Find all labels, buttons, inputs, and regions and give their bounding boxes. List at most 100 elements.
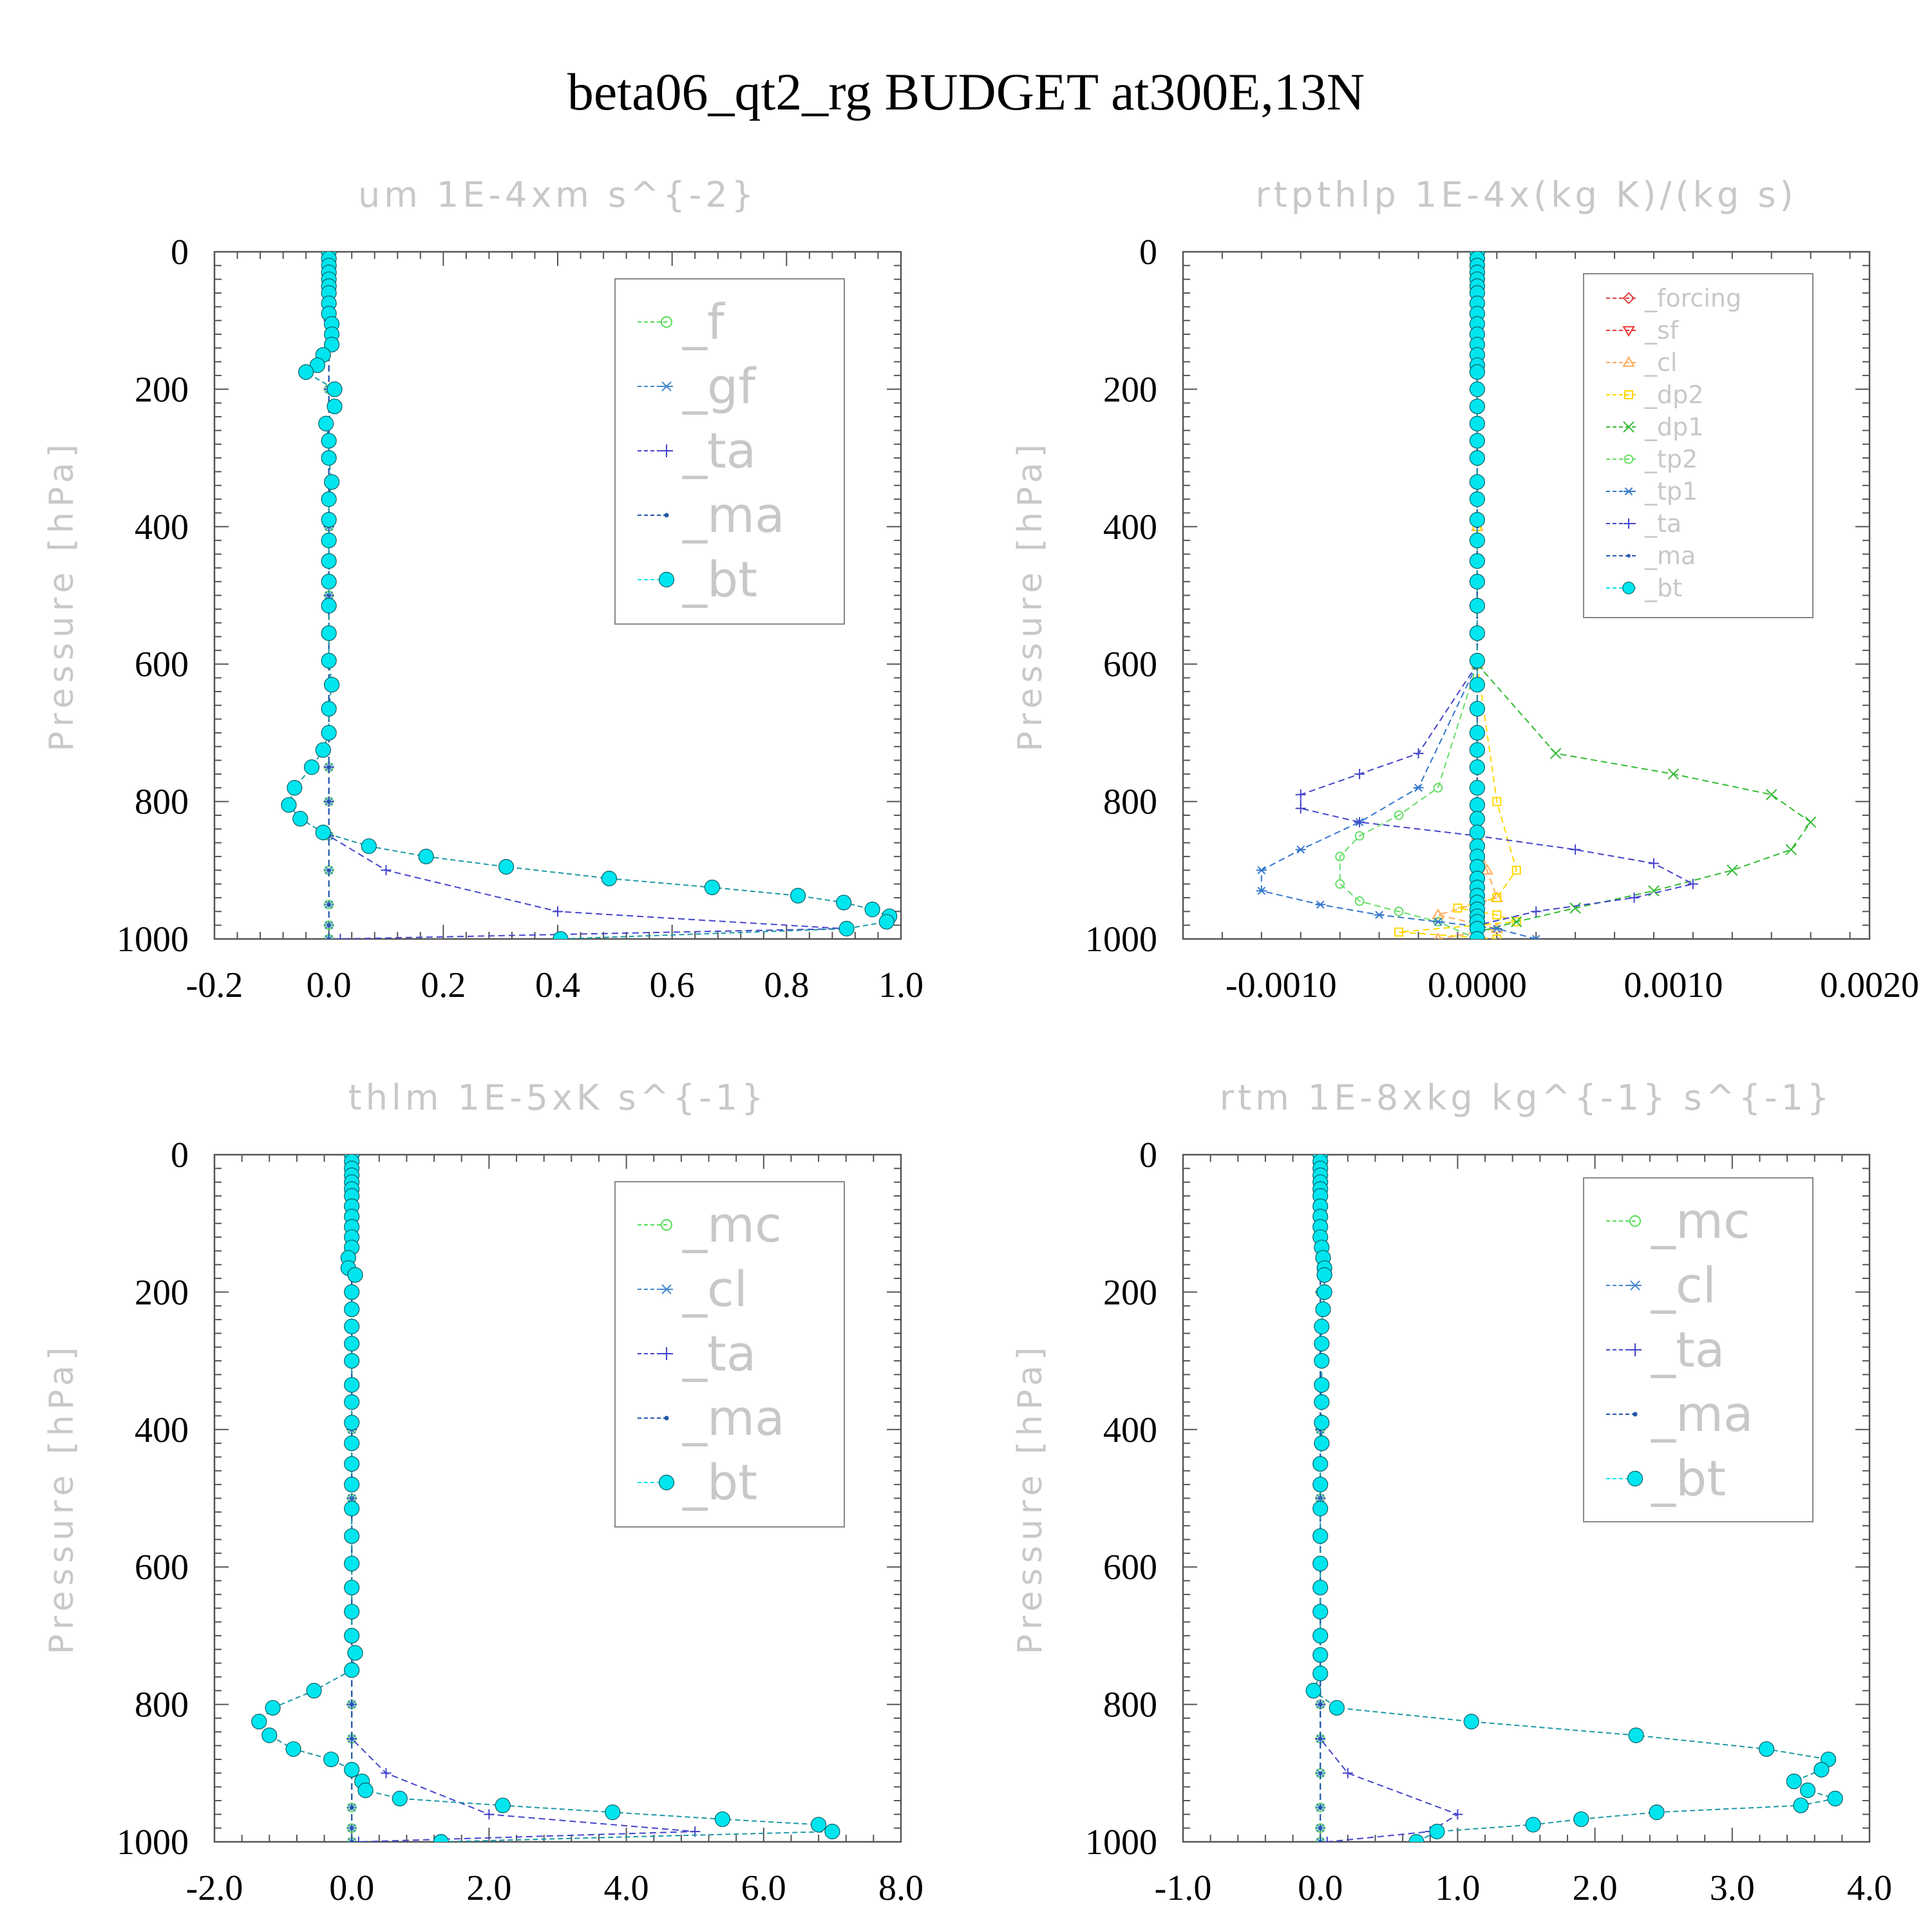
panel-title: um 1E-4xm s^{-2} [358, 175, 757, 215]
legend-marker [660, 381, 673, 392]
data-point [1452, 1809, 1463, 1820]
legend-label: _dp2 [1644, 381, 1703, 409]
data-point [346, 1837, 357, 1842]
data-point [303, 759, 320, 775]
legend-marker [1624, 454, 1634, 464]
data-point [344, 1477, 360, 1493]
data-point [1312, 1604, 1329, 1620]
data-point [1354, 768, 1365, 779]
data-point [361, 838, 377, 855]
data-point [1314, 1353, 1330, 1369]
legend-label: _ta [1644, 509, 1681, 538]
data-point [327, 902, 331, 907]
data-point [1295, 845, 1306, 854]
y-axis-label: Pressure [hPa] [1011, 1342, 1050, 1654]
data-point [1413, 748, 1424, 759]
data-point [1469, 491, 1485, 507]
data-point [1469, 811, 1485, 827]
data-point [1549, 748, 1562, 759]
legend-marker [1629, 1343, 1642, 1356]
y-tick-label: 600 [1103, 1548, 1157, 1587]
data-point [1354, 896, 1365, 906]
data-point [1342, 1768, 1353, 1779]
data-point [321, 625, 337, 641]
x-tick-label: 6.0 [741, 1868, 786, 1908]
data-point [484, 1809, 495, 1820]
legend-label: _gf [682, 357, 757, 415]
legend-marker [1624, 487, 1634, 496]
data-point [321, 491, 337, 507]
x-tick-label: -0.2 [186, 965, 243, 1005]
y-tick-label: 200 [1103, 370, 1157, 410]
data-point [601, 871, 618, 887]
data-point [1814, 1761, 1830, 1778]
data-point [265, 1700, 281, 1716]
data-point [1469, 553, 1485, 569]
data-point [1766, 789, 1777, 800]
data-area [1256, 252, 1817, 939]
y-tick-label: 800 [135, 782, 189, 822]
data-point [1827, 1790, 1843, 1806]
data-point [790, 887, 806, 904]
data-point [353, 1837, 364, 1842]
legend-label: _bt [682, 551, 757, 608]
data-point [1321, 1837, 1332, 1842]
data-point [1569, 902, 1581, 914]
data-point [392, 1790, 408, 1806]
data-point [1315, 1301, 1331, 1318]
data-point [1314, 1377, 1330, 1393]
data-point [836, 895, 852, 911]
data-point [1469, 398, 1485, 415]
legend-label: _ta [1651, 1321, 1725, 1378]
y-tick-label: 1000 [117, 1823, 189, 1862]
chart-panel-2: rtpthlp 1E-4x(kg K)/(kg s) Pressure [hPa]… [1011, 175, 1919, 1005]
data-point [553, 906, 563, 917]
y-tick-label: 0 [171, 1135, 189, 1175]
data-point [323, 1751, 339, 1768]
legend-marker [660, 1284, 673, 1294]
data-point [344, 1336, 360, 1352]
data-point [327, 923, 331, 927]
x-tick-label: 0.6 [650, 965, 695, 1005]
x-tick-label: 0.0 [329, 1868, 374, 1908]
y-tick-label: 800 [1103, 782, 1157, 822]
data-point [309, 357, 325, 374]
data-point [1511, 916, 1522, 928]
series-line [1260, 252, 1537, 939]
data-point [1469, 759, 1485, 775]
data-point [1469, 780, 1485, 796]
data-point [287, 780, 303, 796]
data-point [381, 1768, 392, 1779]
data-point [1492, 910, 1502, 920]
legend-marker [664, 513, 669, 518]
data-point [1786, 1774, 1802, 1790]
data-point [1628, 1727, 1644, 1743]
chart-panel-4: rtm 1E-8xkg kg^{-1} s^{-1} Pressure [hPa]… [1011, 1077, 1892, 1908]
data-point [1312, 1477, 1329, 1493]
data-point [350, 1702, 354, 1707]
data-point [381, 865, 392, 876]
data-point [1469, 625, 1485, 641]
data-point [292, 811, 308, 827]
data-point [344, 1761, 360, 1778]
legend: _forcing _sf _cl _dp2 _dp1 _tp2 _tp1 _ta _ma _bt [1583, 273, 1814, 618]
data-point [1531, 906, 1542, 917]
x-tick-label: 1.0 [878, 965, 923, 1005]
data-point [1785, 844, 1797, 855]
legend-marker [1629, 1215, 1641, 1227]
data-point [1335, 879, 1345, 889]
data-point [1413, 783, 1424, 792]
data-point [324, 336, 340, 353]
data-point [344, 1415, 360, 1431]
data-point [1432, 918, 1443, 926]
data-point [1469, 824, 1485, 840]
data-point [321, 553, 337, 569]
legend-marker [1633, 1412, 1638, 1417]
y-tick-label: 200 [135, 370, 189, 410]
x-tick-label: 0.2 [421, 965, 466, 1005]
data-point [1329, 1700, 1345, 1716]
data-point [864, 902, 880, 918]
x-tick-label: 0.4 [535, 965, 580, 1005]
data-point [344, 1301, 360, 1318]
data-point [1469, 364, 1485, 380]
